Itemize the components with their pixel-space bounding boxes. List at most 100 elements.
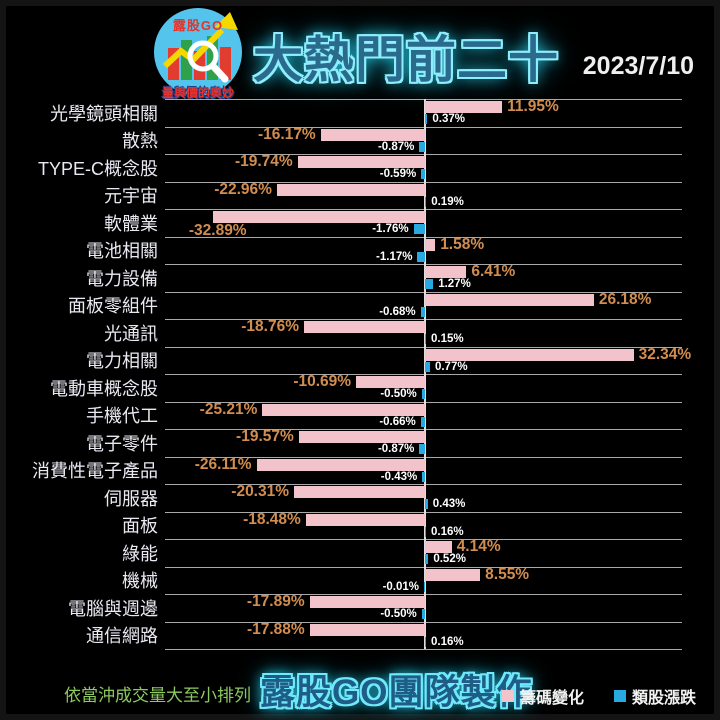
bar-value-chip-change: -10.69% — [293, 373, 352, 390]
bar-sector-move — [417, 251, 425, 262]
bar-sector-move — [422, 471, 425, 482]
chart-row: -19.74% -0.59% — [165, 153, 682, 182]
category-label: 綠能 — [122, 543, 158, 564]
logo-tagline-text: 量與價的奧妙 — [161, 86, 234, 100]
bar-value-chip-change: -19.57% — [236, 428, 294, 445]
category-label: TYPE-C概念股 — [37, 158, 158, 179]
bar-value-chip-change: -16.17% — [257, 125, 316, 143]
bar-value-sector-move: -0.87% — [377, 140, 415, 153]
row-separator-line — [165, 264, 682, 265]
bar-value-sector-move: -0.50% — [380, 388, 417, 400]
bar-value-chip-change: -19.74% — [234, 153, 293, 170]
sort-note: 依當沖成交量大至小排列 — [64, 686, 251, 705]
bar-chip-change — [305, 513, 425, 526]
category-labels: 光學鏡頭相關 散熱 TYPE-C概念股 元宇宙 軟體業 電池相關 電力設備 面板零組件 光通訊電… — [0, 99, 158, 649]
bar-chip-change — [309, 623, 425, 636]
bar-value-sector-move: -0.66% — [379, 415, 416, 428]
bar-chip-change — [262, 403, 425, 416]
bar-value-chip-change: 11.95% — [507, 98, 559, 115]
category-label: 軟體業 — [104, 213, 158, 234]
row-separator-line — [165, 621, 682, 623]
bar-chip-change — [320, 128, 425, 141]
row-separator-line — [165, 99, 682, 100]
category-label: 電池相關 — [86, 241, 158, 262]
bar-value-chip-change: -26.11% — [194, 455, 252, 473]
bar-sector-move — [413, 224, 425, 234]
bar-value-sector-move: 0.15% — [431, 333, 464, 345]
bar-chip-change — [276, 183, 425, 196]
row-separator-line — [165, 291, 682, 293]
category-label: 電子零件 — [86, 433, 158, 454]
chart-row: -22.96% 0.19% — [165, 181, 682, 210]
bar-sector-move — [425, 636, 427, 647]
bar-value-chip-change: -18.76% — [241, 318, 299, 335]
bar-sector-move — [425, 334, 426, 344]
bar-sector-move — [419, 444, 425, 454]
bar-sector-move — [425, 361, 430, 372]
bar-value-sector-move: -0.87% — [377, 443, 415, 455]
bar-chip-change — [425, 348, 634, 361]
legend-label-blue: 類股漲跌 — [632, 690, 697, 707]
bar-value-chip-change: -17.89% — [246, 593, 305, 610]
bar-chip-change — [256, 458, 425, 471]
bar-value-sector-move: 0.37% — [432, 113, 465, 125]
bar-sector-move — [425, 114, 428, 124]
category-label: 光通訊 — [104, 323, 158, 344]
category-label: 電腦與週邊 — [68, 598, 158, 619]
category-label: 機械 — [122, 571, 158, 592]
row-separator-line — [165, 429, 682, 430]
bar-value-chip-change: 32.34% — [638, 345, 692, 363]
bar-sector-move — [421, 169, 425, 179]
chart-row: -17.88% 0.16% — [165, 620, 682, 650]
row-separator-line — [165, 126, 682, 128]
logo-graphic — [154, 8, 242, 96]
row-separator-line — [165, 649, 682, 650]
row-separator-line — [165, 511, 682, 513]
chart-row: 32.34% 0.77% — [165, 346, 691, 375]
credit-text: 露股GO團隊製作 — [260, 673, 533, 712]
bar-value-chip-change: 1.58% — [440, 235, 485, 253]
bar-chip-change — [297, 156, 425, 168]
row-separator-line — [165, 539, 682, 540]
category-label: 面板 — [122, 516, 158, 537]
bar-chip-change — [303, 321, 425, 333]
bar-value-chip-change: 4.14% — [456, 538, 501, 555]
brand-logo: 露股GO 量與價的奧妙 — [152, 6, 244, 100]
chart-row: -17.89% -0.50% — [165, 593, 682, 622]
bar-value-sector-move: -1.17% — [376, 250, 413, 263]
bar-value-chip-change: -25.21% — [199, 400, 258, 418]
legend-label-pink: 籌碼變化 — [520, 690, 585, 707]
chart-row: -18.76% 0.15% — [165, 318, 682, 347]
row-separator-line — [165, 566, 682, 568]
bar-sector-move — [420, 306, 425, 317]
bar-sector-move — [421, 609, 425, 619]
row-separator-line — [165, 484, 682, 485]
bar-chip-change — [356, 376, 425, 388]
bar-chip-change — [425, 293, 594, 306]
bar-chip-change — [298, 431, 425, 443]
zero-axis-line — [424, 99, 426, 649]
bar-sector-move — [425, 499, 428, 509]
bar-chip-change — [425, 101, 503, 113]
report-date: 2023/7/10 — [582, 52, 694, 80]
bar-chip-change — [212, 211, 425, 223]
logo-brand-text: 露股GO — [172, 18, 224, 33]
chart-row: -26.11% -0.43% — [165, 455, 682, 485]
bar-value-chip-change: 8.55% — [485, 565, 530, 583]
row-separator-line — [165, 236, 682, 238]
bar-value-sector-move: 0.43% — [432, 498, 466, 510]
bar-value-sector-move: -0.59% — [379, 168, 417, 180]
chart-legend: 籌碼變化 類股漲跌 — [502, 684, 696, 708]
row-separator-line — [165, 456, 682, 458]
bar-sector-move — [425, 279, 434, 289]
category-label: 光學鏡頭相關 — [50, 103, 158, 124]
row-separator-line — [165, 374, 682, 375]
category-label: 消費性電子產品 — [32, 461, 158, 482]
chart-row: -32.89% -1.76% — [165, 209, 682, 239]
bar-chip-change — [425, 541, 452, 553]
chart-row: -16.17% -0.87% — [165, 125, 682, 155]
legend-item-chips: 籌碼變化 — [502, 684, 584, 708]
bar-sector-move — [419, 141, 425, 152]
bar-value-chip-change: -17.88% — [246, 620, 305, 638]
